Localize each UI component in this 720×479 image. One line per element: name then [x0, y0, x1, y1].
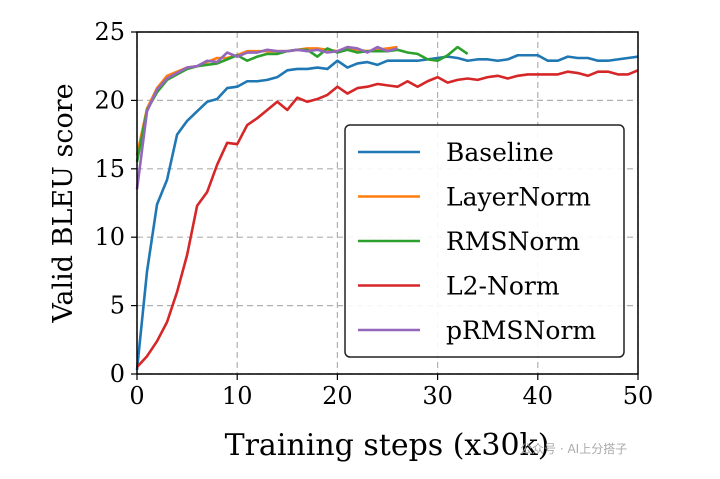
x-tick-label: 50 [623, 382, 654, 410]
x-tick-label: 40 [523, 382, 554, 410]
legend-label: RMSNorm [446, 227, 580, 256]
y-tick-label: 10 [94, 223, 125, 251]
watermark: 公众号 · AI上分搭子 [520, 442, 628, 456]
y-tick-label: 5 [110, 292, 125, 320]
x-tick-label: 30 [422, 382, 453, 410]
y-axis-label: Valid BLEU score [48, 83, 79, 323]
y-tick-label: 20 [94, 86, 125, 114]
plot-frame [136, 31, 639, 375]
y-tick-label: 25 [94, 18, 125, 46]
legend-label: LayerNorm [446, 183, 591, 212]
series-line-prmsnorm [135, 45, 398, 190]
series-line-baseline [135, 53, 639, 371]
legend-label: L2-Norm [446, 272, 560, 301]
ticks: 0 10 20 30 40 50 0 5 10 15 20 25 [94, 18, 653, 410]
series-line-l2-norm [136, 69, 639, 369]
series-lines [135, 45, 639, 371]
legend-label: pRMSNorm [446, 316, 596, 345]
legend-box [344, 124, 625, 358]
x-tick-label: 0 [129, 382, 144, 410]
y-tick-label: 15 [94, 155, 125, 183]
y-tick-label: 0 [110, 360, 125, 388]
x-tick-label: 10 [222, 382, 253, 410]
x-tick-label: 20 [322, 382, 353, 410]
x-axis-label: Training steps (x30k) [225, 428, 550, 463]
legend-label: Baseline [446, 138, 554, 167]
legend: Baseline LayerNorm RMSNorm L2-Norm pRMSNorm [344, 124, 625, 358]
